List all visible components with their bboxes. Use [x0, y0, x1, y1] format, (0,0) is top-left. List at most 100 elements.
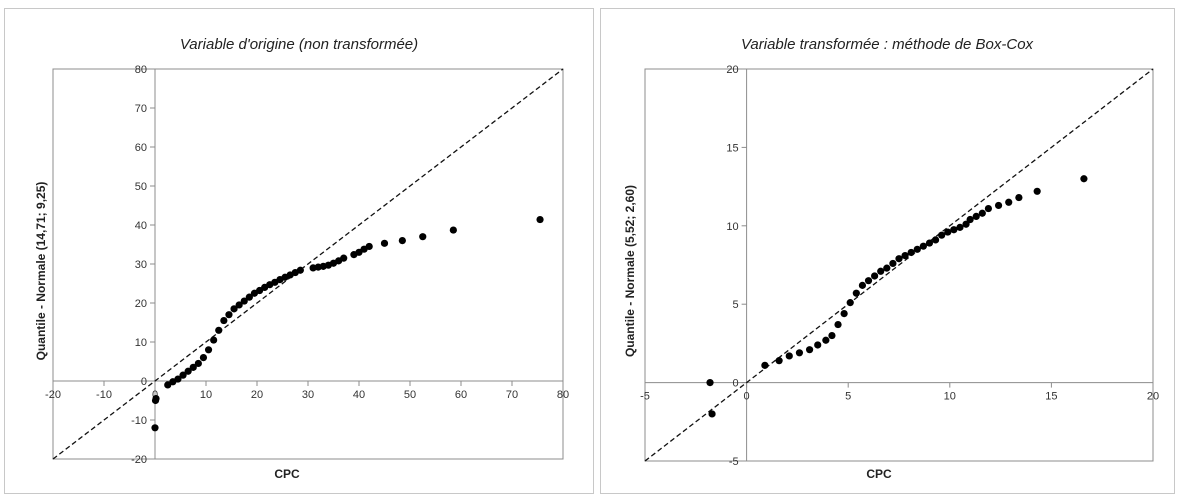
data-point: [220, 316, 228, 325]
data-point: [972, 212, 980, 220]
data-point: [931, 236, 940, 244]
y-axis-label: Quantile - Normale (14,71; 9,25): [34, 182, 48, 361]
x-tick-label: 20: [251, 389, 263, 401]
x-tick-label: 5: [845, 391, 851, 403]
x-tick-label: 70: [506, 389, 518, 401]
data-point: [901, 251, 909, 260]
data-point: [210, 336, 218, 344]
x-tick-label: 10: [944, 391, 956, 403]
y-tick-label: 70: [135, 103, 147, 115]
chart-panel-right: -5 0 5 10 15 20 -5 0 5 10 15 20 Variable transformée…: [600, 8, 1175, 494]
x-tick-label: -5: [640, 391, 650, 403]
data-point: [708, 410, 716, 418]
data-point: [174, 375, 182, 383]
x-tick-label: 80: [557, 389, 569, 401]
data-point: [1033, 187, 1041, 195]
y-tick-label: -20: [131, 454, 147, 466]
y-tick-label: 50: [135, 181, 147, 193]
data-point: [1080, 175, 1088, 183]
y-tick-label: -10: [131, 415, 147, 427]
data-point: [966, 215, 974, 224]
data-point: [1005, 198, 1013, 206]
y-tick-label: 60: [135, 142, 147, 154]
data-point: [179, 371, 187, 379]
data-point: [877, 267, 885, 275]
y-tick-label: 80: [135, 64, 147, 76]
x-tick-label: 50: [404, 389, 416, 401]
x-axis-label: CPC: [274, 467, 300, 481]
data-point: [944, 228, 952, 236]
data-point: [296, 266, 304, 274]
data-point: [235, 301, 243, 309]
data-point: [449, 226, 457, 234]
data-point: [215, 326, 223, 334]
data-point: [852, 289, 860, 297]
data-point: [199, 354, 208, 362]
data-point: [189, 363, 197, 371]
plot-area: [644, 68, 1154, 462]
data-point: [895, 255, 903, 263]
x-tick-label: 15: [1045, 391, 1057, 403]
data-point: [822, 336, 830, 344]
data-point: [840, 310, 848, 318]
data-point: [834, 320, 842, 329]
y-tick-label: -5: [729, 456, 739, 468]
data-point: [828, 331, 836, 340]
y-tick-label: 40: [135, 220, 147, 232]
data-point: [846, 299, 854, 307]
y-tick-label: 15: [726, 142, 738, 154]
data-point: [204, 346, 213, 354]
chart-title: Variable d'origine (non transformée): [180, 36, 418, 53]
data-point: [978, 209, 986, 217]
y-tick-label: 10: [726, 221, 738, 233]
x-tick-label: -10: [96, 389, 112, 401]
x-tick-label: 20: [1147, 391, 1159, 403]
x-tick-label: 0: [744, 391, 750, 403]
data-point: [864, 277, 873, 285]
data-point: [225, 311, 233, 319]
data-point: [380, 239, 389, 247]
data-point: [984, 204, 993, 213]
data-point: [761, 361, 769, 369]
y-tick-label: 0: [141, 376, 147, 388]
data-point: [858, 281, 867, 289]
data-point: [775, 357, 783, 365]
x-axis-label: CPC: [866, 467, 892, 481]
x-tick-label: 30: [302, 389, 314, 401]
y-tick-label: 5: [732, 299, 738, 311]
x-tick-label: -20: [45, 389, 61, 401]
data-point: [398, 237, 406, 245]
data-point: [913, 245, 921, 253]
data-point: [883, 264, 891, 272]
data-point: [365, 242, 373, 251]
data-point: [994, 201, 1003, 210]
data-point: [919, 242, 927, 250]
y-tick-label: 0: [732, 378, 738, 390]
data-point: [194, 359, 202, 368]
data-point: [1015, 193, 1023, 202]
x-tick-label: 60: [455, 389, 467, 401]
x-tick-label: 40: [353, 389, 365, 401]
qq-plot-original: -20 -10 0 10 20 30 40 50 60 70 80 -20 -10 0 10 20 30 40 50…: [34, 36, 569, 481]
data-point: [795, 349, 804, 357]
data-point: [230, 305, 238, 313]
data-point: [925, 239, 934, 247]
x-tick-label: 10: [200, 389, 212, 401]
x-tick-label: 0: [152, 389, 158, 401]
y-axis-label: Quantile - Normale (5,52; 2,60): [623, 185, 637, 357]
y-tick-label: 20: [726, 64, 738, 76]
data-point: [240, 297, 248, 305]
data-point: [805, 346, 814, 354]
data-point: [938, 231, 946, 239]
data-point: [706, 379, 714, 387]
data-point: [184, 367, 192, 375]
chart-panel-left: -20 -10 0 10 20 30 40 50 60 70 80 -20 -10 0 10 20 30 40 50…: [4, 8, 594, 494]
data-point: [151, 424, 159, 432]
data-point: [956, 223, 964, 231]
y-tick-label: 20: [135, 298, 147, 310]
data-point: [152, 394, 160, 403]
data-point: [962, 220, 970, 228]
chart-title: Variable transformée : méthode de Box-Co…: [741, 36, 1034, 53]
data-point: [950, 226, 958, 234]
